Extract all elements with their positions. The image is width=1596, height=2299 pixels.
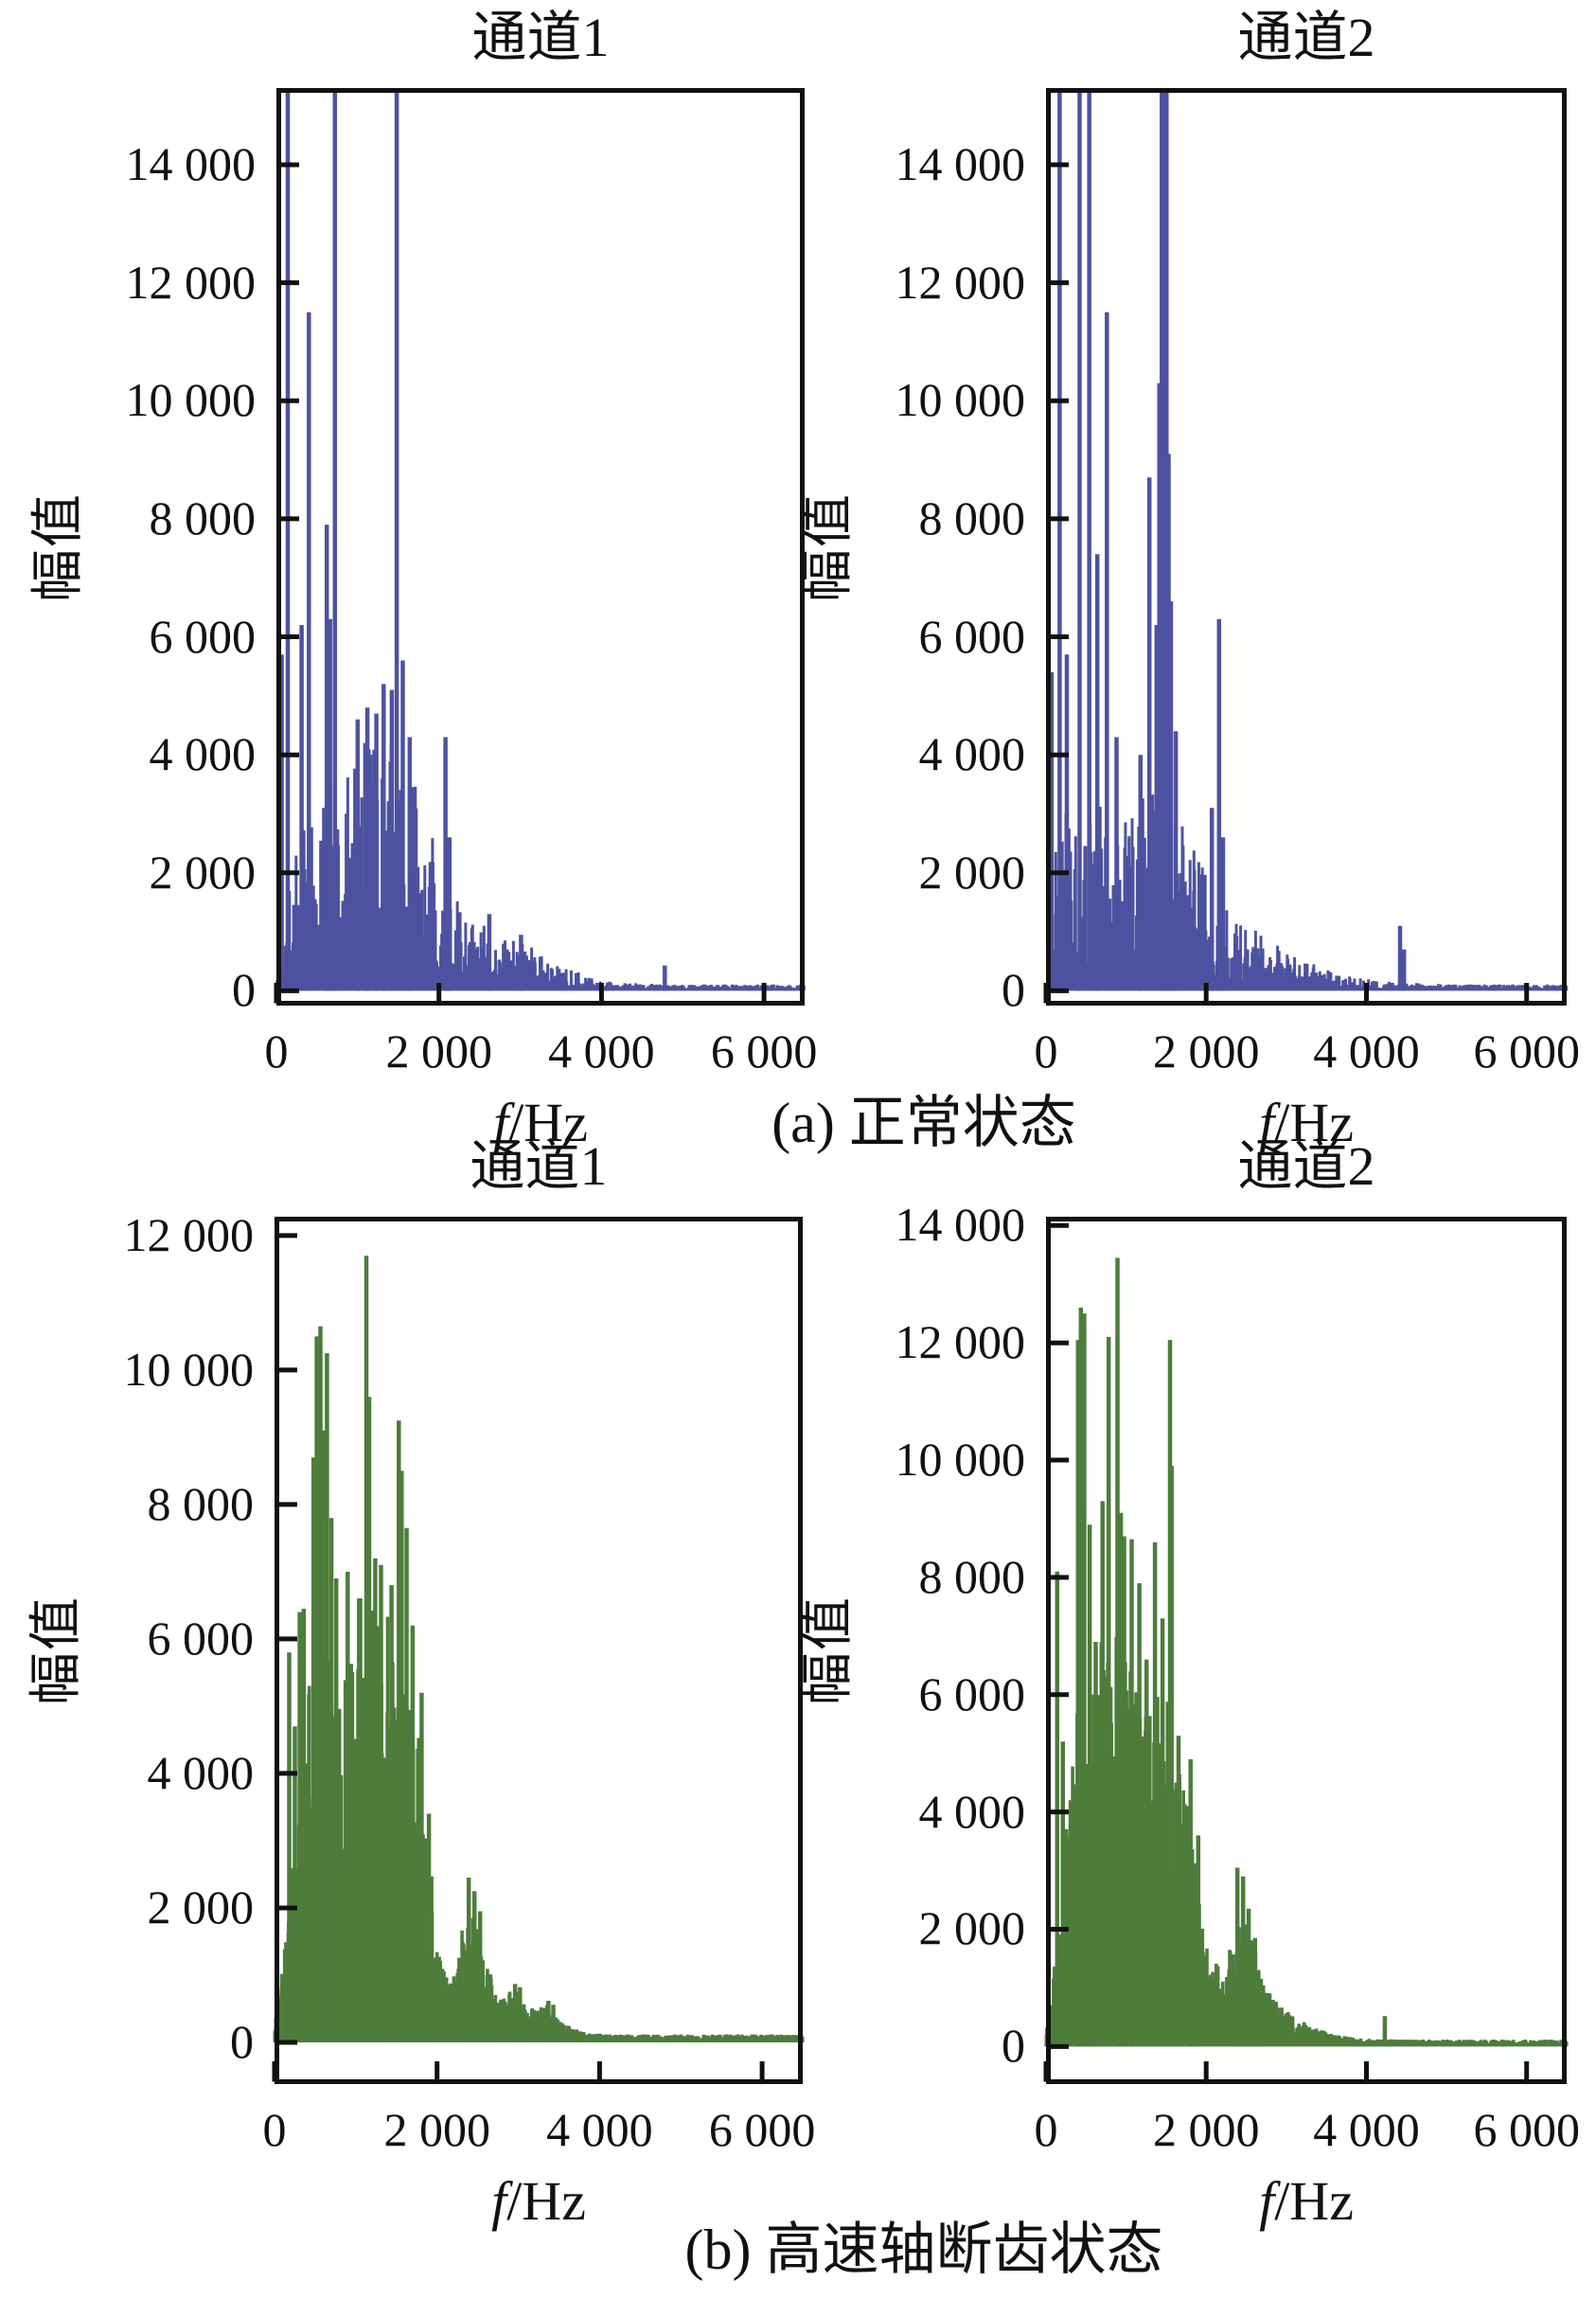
y-tick-label: 2 000 xyxy=(147,1880,255,1934)
x-axis-unit: /Hz xyxy=(508,1092,588,1153)
plot-title: 通道1 xyxy=(471,7,610,68)
spectrum-canvas xyxy=(1043,1217,1569,2084)
y-tick-label: 4 000 xyxy=(918,1784,1026,1838)
spectrum-canvas xyxy=(274,88,806,1006)
x-tick-label: 6 000 xyxy=(1473,1025,1580,1078)
y-tick-label: 8 000 xyxy=(149,490,257,544)
x-tick-label: 0 xyxy=(262,2103,287,2156)
y-tick-label: 2 000 xyxy=(918,845,1026,899)
plot-title: 通道2 xyxy=(1237,7,1375,68)
y-tick-label: 8 000 xyxy=(918,490,1026,544)
y-tick-label: 0 xyxy=(232,963,256,1017)
x-tick-label: 0 xyxy=(264,1025,289,1078)
y-tick-label: 14 000 xyxy=(895,1198,1026,1252)
y-tick-label: 10 000 xyxy=(125,373,257,427)
caption-b: (b) 高速轴断齿状态 xyxy=(684,2219,1163,2281)
spectrum-canvas xyxy=(1043,88,1569,1006)
y-tick-label: 6 000 xyxy=(918,1666,1026,1720)
x-axis-symbol: f xyxy=(491,2170,507,2232)
x-tick-label: 6 000 xyxy=(1473,2103,1580,2156)
y-tick-label: 4 000 xyxy=(147,1745,255,1799)
y-tick-label: 0 xyxy=(1002,2019,1025,2073)
y-tick-label: 12 000 xyxy=(895,255,1026,309)
y-tick-label: 2 000 xyxy=(918,1901,1026,1955)
y-tick-label: 10 000 xyxy=(895,1433,1026,1487)
x-tick-label: 0 xyxy=(1034,1025,1058,1078)
x-tick-label: 6 000 xyxy=(710,1025,818,1078)
x-axis-title: f/Hz xyxy=(1046,2171,1567,2232)
x-tick-label: 6 000 xyxy=(708,2103,816,2156)
x-tick-label: 4 000 xyxy=(1313,1025,1420,1078)
x-axis-symbol: f xyxy=(1259,2170,1275,2232)
y-tick-label: 12 000 xyxy=(125,255,257,309)
x-tick-label: 2 000 xyxy=(383,2103,490,2156)
x-axis-title: f/Hz xyxy=(276,1093,805,1153)
plot-title: 通道2 xyxy=(1237,1135,1375,1197)
x-axis-unit: /Hz xyxy=(1274,1092,1354,1153)
y-tick-label: 8 000 xyxy=(918,1549,1026,1603)
caption-a: (a) 正常状态 xyxy=(771,1092,1076,1154)
y-tick-label: 4 000 xyxy=(918,727,1026,781)
x-tick-label: 4 000 xyxy=(1313,2103,1420,2156)
x-axis-symbol: f xyxy=(493,1092,509,1153)
y-tick-label: 4 000 xyxy=(149,727,257,781)
y-tick-label: 14 000 xyxy=(895,137,1026,190)
y-tick-label: 14 000 xyxy=(125,137,257,190)
x-tick-label: 0 xyxy=(1034,2103,1058,2156)
y-tick-label: 12 000 xyxy=(123,1207,255,1261)
x-axis-symbol: f xyxy=(1259,1092,1275,1153)
x-axis-title: f/Hz xyxy=(1046,1093,1567,1153)
y-tick-label: 10 000 xyxy=(123,1342,255,1396)
x-tick-label: 2 000 xyxy=(1152,2103,1260,2156)
y-tick-label: 6 000 xyxy=(149,609,257,663)
spectrum-canvas xyxy=(272,1217,805,2084)
x-axis-unit: /Hz xyxy=(506,2170,586,2232)
x-tick-label: 2 000 xyxy=(1152,1025,1260,1078)
y-tick-label: 6 000 xyxy=(147,1611,255,1665)
x-axis-title: f/Hz xyxy=(275,2171,803,2232)
y-tick-label: 8 000 xyxy=(147,1476,255,1530)
x-tick-label: 4 000 xyxy=(548,1025,655,1078)
y-tick-label: 0 xyxy=(230,2014,254,2068)
y-tick-label: 10 000 xyxy=(895,373,1026,427)
x-tick-label: 2 000 xyxy=(385,1025,492,1078)
y-tick-label: 6 000 xyxy=(918,609,1026,663)
y-tick-label: 0 xyxy=(1002,963,1025,1017)
plot-title: 通道1 xyxy=(470,1135,608,1197)
x-tick-label: 4 000 xyxy=(546,2103,653,2156)
y-tick-label: 12 000 xyxy=(895,1315,1026,1369)
y-tick-label: 2 000 xyxy=(149,845,257,899)
x-axis-unit: /Hz xyxy=(1274,2170,1354,2232)
